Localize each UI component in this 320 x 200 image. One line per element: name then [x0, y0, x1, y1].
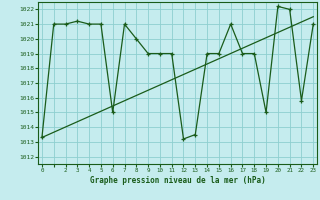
X-axis label: Graphe pression niveau de la mer (hPa): Graphe pression niveau de la mer (hPa): [90, 176, 266, 185]
